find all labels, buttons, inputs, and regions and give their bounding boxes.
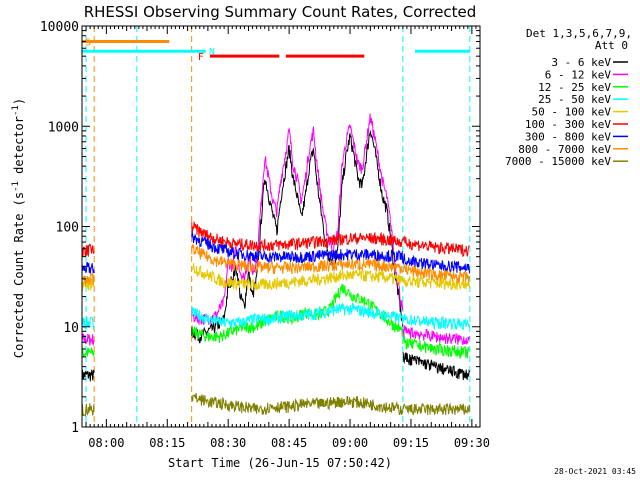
x-tick-label-4: 08:45 [271, 436, 307, 450]
legend-label-3-6-kev: 3 - 6 keV [551, 56, 611, 69]
legend-label-7000-15000-kev: 7000 - 15000 keV [505, 155, 611, 168]
x-axis-label: Start Time (26-Jun-15 07:50:42) [168, 456, 392, 470]
y-axis-label-end: ) [12, 98, 26, 105]
series-12-25-kev-segment-3 [402, 335, 471, 359]
series-100-300-kev-segment-1 [81, 243, 95, 257]
series-6-12-kev-segment-2 [191, 113, 404, 326]
legend-entry-12-25-kev: 12 - 25 keV [538, 81, 628, 94]
legend-entry-25-50-kev: 25 - 50 keV [538, 93, 628, 106]
series-3-6-kev-segment-1 [81, 369, 95, 383]
series-100-300-kev-segment-2 [191, 220, 404, 252]
legend-header-attenuator: Att 0 [595, 39, 628, 52]
legend-label-300-800-kev: 300 - 800 keV [525, 130, 611, 143]
series-50-100-kev-segment-2 [191, 263, 404, 292]
series-7000-15000-kev-segment-1 [81, 403, 95, 417]
y-tick-label-2: 10 [63, 321, 79, 336]
y-tick-label-3: 100 [56, 221, 79, 236]
legend-label-100-300-kev: 100 - 300 keV [525, 118, 611, 131]
series-3-6-kev-segment-2 [191, 129, 404, 344]
y-axis-label-exp1: -1 [11, 181, 21, 192]
series-800-7000-kev-segment-1 [81, 273, 95, 286]
legend-entry-800-7000-kev: 800 - 7000 keV [518, 143, 628, 156]
legend-entry-300-800-kev: 300 - 800 keV [525, 130, 628, 143]
series-300-800-kev-segment-3 [402, 253, 471, 274]
legend-label-6-12-kev: 6 - 12 keV [545, 68, 612, 81]
series-800-7000-kev-segment-3 [402, 264, 470, 283]
series-50-100-kev-segment-1 [81, 277, 95, 291]
footer-timestamp: 28-Oct-2021 03:45 [554, 467, 636, 476]
series-7000-15000-kev-segment-2 [191, 392, 404, 416]
series-6-12-kev-segment-1 [81, 333, 95, 346]
chart-title: RHESSI Observing Summary Count Rates, Co… [84, 3, 477, 21]
x-tick-label-7: 09:30 [454, 436, 490, 450]
x-tick-label-6: 09:15 [393, 436, 429, 450]
y-axis-label: Corrected Count Rate (s-1 detector-1) [11, 98, 26, 358]
x-tick-label-2: 08:15 [149, 436, 185, 450]
x-tick-label-5: 09:00 [332, 436, 368, 450]
series-6-12-kev-segment-3 [402, 325, 471, 345]
x-tick-label-3: 08:30 [210, 436, 246, 450]
series-100-300-kev-segment-3 [402, 235, 470, 258]
y-tick-label-4: 1000 [48, 120, 79, 135]
x-tick-label-1: 08:00 [88, 436, 124, 450]
series-800-7000-kev-segment-2 [191, 244, 404, 275]
y-tick-label-1: 1 [71, 421, 79, 436]
legend-label-12-25-kev: 12 - 25 keV [538, 81, 611, 94]
series-300-800-kev-segment-2 [191, 230, 404, 264]
series-7000-15000-kev-segment-3 [402, 402, 471, 416]
series-25-50-kev-segment-2 [191, 302, 404, 328]
legend-entry-100-300-kev: 100 - 300 keV [525, 118, 628, 131]
legend-entry-50-100-kev: 50 - 100 keV [532, 106, 628, 119]
legend-entry-6-12-kev: 6 - 12 keV [545, 68, 628, 81]
flag-label-n: N [209, 47, 215, 58]
series-3-6-kev-segment-3 [402, 352, 471, 381]
legend-label-50-100-kev: 50 - 100 keV [532, 106, 612, 119]
flag-label-s: S [85, 38, 91, 49]
legend-entry-3-6-kev: 3 - 6 keV [551, 56, 628, 69]
y-axis-label-mid: detector [12, 116, 26, 181]
legend-header-detectors: Det 1,3,5,6,7,9, [526, 27, 632, 40]
legend-entry-7000-15000-kev: 7000 - 15000 keV [505, 155, 628, 168]
y-axis-label-exp2: -1 [11, 105, 21, 116]
series-12-25-kev-segment-1 [81, 347, 95, 358]
y-axis: 1 10 100 1000 10000 [40, 20, 480, 436]
y-tick-label-5: 10000 [40, 20, 79, 35]
legend-label-800-7000-kev: 800 - 7000 keV [518, 143, 611, 156]
flag-label-f: F [198, 52, 204, 63]
y-axis-label-main: Corrected Count Rate (s [12, 192, 26, 358]
legend-label-25-50-kev: 25 - 50 keV [538, 93, 611, 106]
x-axis: 08:00 08:15 08:30 08:45 09:00 09:15 09:30 [81, 26, 490, 450]
plot-layer: S NF [81, 26, 471, 427]
series-25-50-kev-segment-3 [402, 313, 471, 331]
